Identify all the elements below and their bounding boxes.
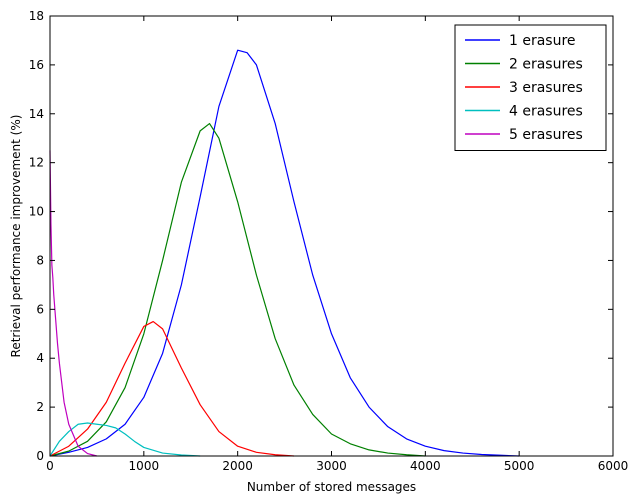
legend-label: 3 erasures [509,80,583,96]
y-tick-label: 18 [29,9,44,23]
x-tick-label: 4000 [410,459,441,473]
series-line-2 [49,122,426,457]
y-tick-label: 14 [29,107,44,121]
legend-label: 4 erasures [509,104,583,120]
y-tick-label: 12 [29,156,44,170]
x-tick-label: 5000 [504,459,535,473]
legend-label: 1 erasure [509,33,576,49]
y-tick-label: 0 [36,449,44,463]
x-axis-label: Number of stored messages [247,480,416,494]
x-tick-label: 0 [46,459,54,473]
series-line-3 [49,320,295,457]
series-line-1 [49,49,520,457]
y-axis-label: Retrieval performance improvement (%) [9,115,23,358]
axes-layer: 0 1000 2000 3000 4000 5000 6000 0 2 4 6 8 10 12 14 16 18 [29,9,628,473]
y-tick-label: 8 [36,253,44,267]
y-tick-label: 16 [29,58,44,72]
legend-label: 2 erasures [509,57,583,73]
legend-label: 5 erasures [509,127,583,143]
x-tick-label: 6000 [598,459,628,473]
legend: 1 erasure 2 erasures 3 erasures 4 erasures 5… [454,24,607,151]
y-tick-label: 4 [36,351,44,365]
series-layer [49,49,520,457]
x-tick-label: 1000 [129,459,160,473]
x-tick-label: 3000 [316,459,347,473]
series-line-4 [49,422,201,457]
y-tick-label: 2 [36,400,44,414]
y-tick-label: 6 [36,302,44,316]
series-line-5 [49,150,98,457]
y-tick-label: 10 [29,205,44,219]
x-tick-label: 2000 [222,459,253,473]
legend-box [454,24,607,151]
